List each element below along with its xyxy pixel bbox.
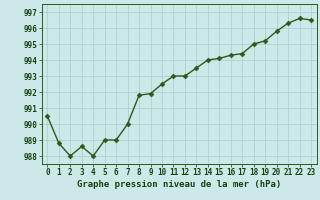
X-axis label: Graphe pression niveau de la mer (hPa): Graphe pression niveau de la mer (hPa): [77, 180, 281, 189]
